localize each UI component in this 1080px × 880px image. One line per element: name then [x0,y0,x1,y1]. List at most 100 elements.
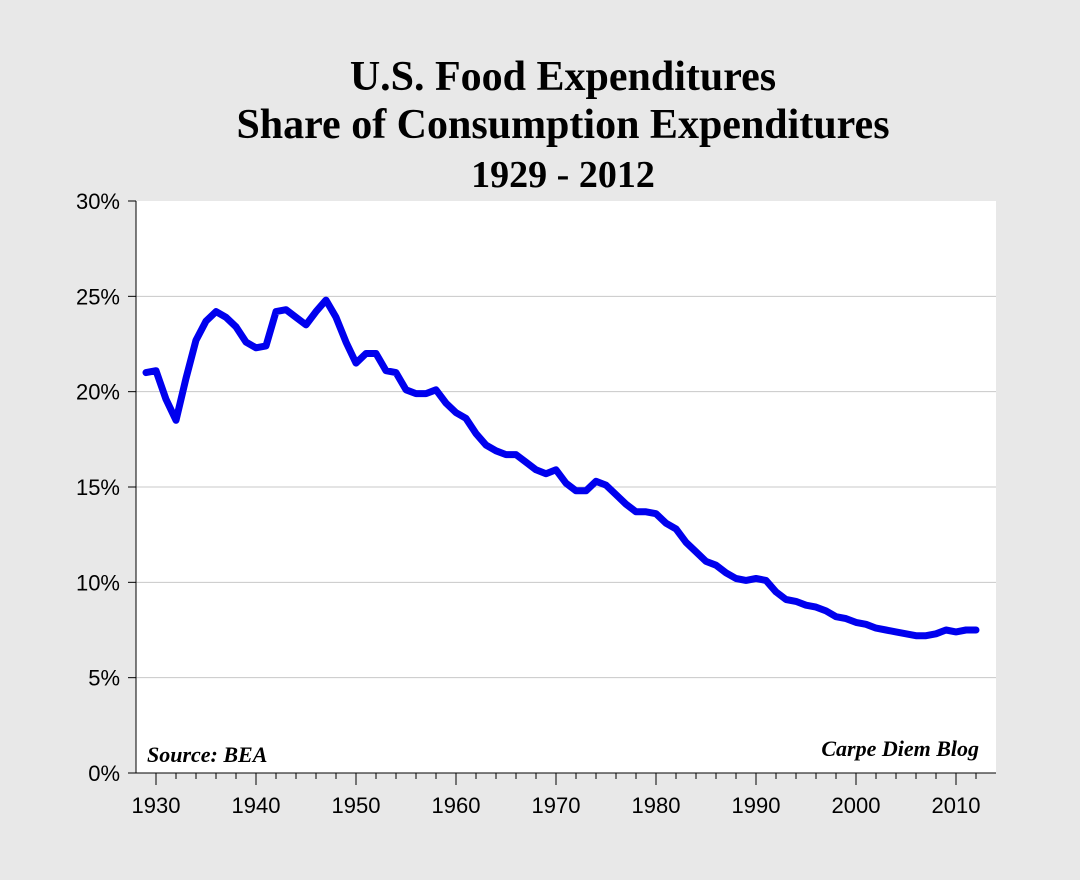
data-point [694,550,698,554]
data-point [194,338,198,342]
x-tick-label: 1950 [332,793,381,818]
data-point [244,340,248,344]
data-point [664,521,668,525]
y-tick-label: 10% [76,570,120,595]
series-layer [142,296,980,640]
data-point [774,590,778,594]
data-point [944,628,948,632]
data-point [594,479,598,483]
data-point [814,605,818,609]
data-point [904,632,908,636]
chart-period: 1929 - 2012 [471,154,655,196]
data-point [344,340,348,344]
data-point [954,630,958,634]
data-point [784,598,788,601]
data-point [804,603,808,607]
data-point [654,512,658,516]
data-point [144,371,148,375]
data-point [294,315,298,319]
y-tick-label: 25% [76,284,120,309]
data-point [644,510,648,514]
data-point [834,615,838,619]
data-point [534,468,538,472]
data-point [624,502,628,506]
data-point [674,527,678,531]
y-tick-label: 0% [88,761,120,786]
x-tick-label: 1980 [632,793,681,818]
data-point [614,493,618,497]
data-point [394,371,398,375]
credit-note: Carpe Diem Blog [821,736,979,761]
data-point [934,632,938,636]
data-point [864,622,868,626]
x-tick-label: 1930 [132,793,181,818]
data-point [424,392,428,396]
data-point [734,577,738,580]
x-tick-label: 1970 [532,793,581,818]
chart-subtitle: Share of Consumption Expenditures [236,102,890,148]
data-point [364,352,368,355]
data-point [454,411,458,415]
data-point [304,323,308,327]
data-point [894,630,898,634]
data-point [254,346,258,350]
data-point [214,310,218,314]
data-point [584,489,588,493]
data-point [634,510,638,514]
data-point [794,599,798,603]
data-point [444,401,448,405]
chart-title: U.S. Food Expenditures [349,54,777,100]
data-point [524,460,528,464]
data-point [264,344,268,348]
data-point [154,369,158,373]
data-point [314,310,318,314]
y-tick-label: 5% [88,666,120,691]
data-point [434,388,438,392]
data-point [164,397,168,401]
data-point [184,376,188,380]
data-point [974,628,978,632]
data-point [224,315,228,319]
x-tick-label: 1960 [432,793,481,818]
data-point [414,392,418,396]
data-point [234,325,238,329]
data-point [274,310,278,314]
data-point [744,578,748,582]
data-point [474,432,478,436]
y-tick-label: 20% [76,380,120,405]
data-point [704,559,708,563]
data-point [544,472,548,476]
data-point [884,628,888,632]
data-point [204,319,208,323]
data-point [174,418,178,422]
data-point [914,634,918,638]
data-point [354,361,358,365]
data-point [384,369,388,373]
data-point [574,489,578,493]
data-point [724,571,728,575]
data-point [844,617,848,621]
data-point [964,628,968,632]
data-point [334,315,338,319]
data-point [374,352,378,355]
source-note: Source: BEA [147,742,267,767]
data-point [604,483,608,487]
x-tick-label: 2010 [932,793,981,818]
data-point [874,626,878,630]
axes: 0% 5% 10% 15% 20% 25% 30% 1930 1940 1950 1960 1970 1… [76,189,996,818]
grid-lines [136,295,996,679]
y-tick-label: 15% [76,475,120,500]
data-point [554,468,558,472]
data-point [854,620,858,624]
data-point [484,443,488,447]
y-tick-label: 30% [76,189,120,214]
data-point [494,449,498,453]
data-point [714,563,718,567]
data-point [324,298,328,302]
data-point [924,634,928,638]
data-point [684,540,688,544]
series-line [142,296,980,640]
data-point [564,481,568,485]
data-point [764,578,768,582]
data-point [754,577,758,580]
